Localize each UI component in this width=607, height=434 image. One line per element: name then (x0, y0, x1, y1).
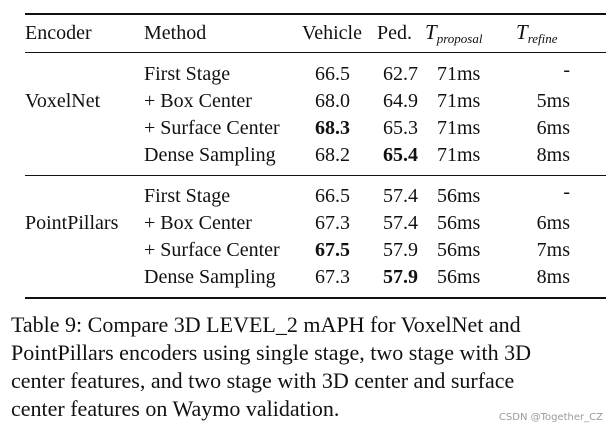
table-cell-vehicle-best: 67.5 (315, 239, 350, 261)
table-cell-vehicle-best: 68.3 (315, 117, 350, 139)
group-encoder-voxelnet: VoxelNet (25, 90, 101, 112)
group-encoder-pointpillars: PointPillars (25, 212, 119, 234)
header-t-proposal-sub: proposal (436, 31, 483, 46)
table-cell-t-refine: 6ms (536, 117, 570, 139)
table-cell-t-refine: 5ms (536, 90, 570, 112)
group-divider-rule (25, 175, 606, 176)
table-cell-vehicle: 67.3 (315, 212, 350, 234)
table-row-method: + Surface Center (144, 117, 280, 139)
header-rule (25, 52, 606, 53)
table-cell-vehicle: 68.2 (315, 144, 350, 166)
table-cell-t-proposal: 71ms (437, 90, 481, 112)
table-cell-t-refine: 8ms (536, 144, 570, 166)
top-rule (25, 13, 606, 15)
header-vehicle: Vehicle (302, 22, 362, 44)
table-cell-t-proposal: 56ms (437, 185, 481, 207)
caption-line: center features, and two stage with 3D c… (11, 368, 515, 393)
table-cell-t-refine: 6ms (536, 212, 570, 234)
table-cell-ped-best: 65.4 (383, 144, 418, 166)
table-cell-ped: 65.3 (383, 117, 418, 139)
table-row-method: First Stage (144, 63, 231, 85)
header-ped: Ped. (377, 22, 412, 44)
table-cell-ped: 57.4 (383, 212, 418, 234)
table-cell-ped: 62.7 (383, 63, 418, 85)
table-cell-ped: 64.9 (383, 90, 418, 112)
table-cell-t-refine: - (563, 181, 570, 203)
table-caption: Table 9: Compare 3D LEVEL_2 mAPH for Vox… (11, 311, 603, 423)
caption-line: center features on Waymo validation. (11, 396, 340, 421)
table-cell-t-proposal: 71ms (437, 117, 481, 139)
header-t-refine-base: T (516, 20, 528, 44)
table-cell-vehicle: 66.5 (315, 63, 350, 85)
table-cell-t-proposal: 71ms (437, 63, 481, 85)
table-cell-t-proposal: 56ms (437, 266, 481, 288)
table-cell-ped: 57.4 (383, 185, 418, 207)
table-cell-t-refine: 7ms (536, 239, 570, 261)
table-cell-vehicle: 68.0 (315, 90, 350, 112)
header-t-proposal: Tproposal (425, 20, 482, 51)
caption-line: Table 9: Compare 3D LEVEL_2 mAPH for Vox… (11, 312, 521, 337)
table-cell-t-refine: 8ms (536, 266, 570, 288)
table-cell-vehicle: 66.5 (315, 185, 350, 207)
header-t-refine: Trefine (516, 20, 558, 51)
header-encoder: Encoder (25, 22, 92, 44)
table-row-method: + Box Center (144, 90, 252, 112)
table-row-method: Dense Sampling (144, 144, 276, 166)
table-row-method: First Stage (144, 185, 231, 207)
watermark: CSDN @Together_CZ (498, 412, 603, 423)
table-row-method: Dense Sampling (144, 266, 276, 288)
header-t-refine-sub: refine (527, 31, 558, 46)
table-cell-ped: 57.9 (383, 239, 418, 261)
table-row-method: + Box Center (144, 212, 252, 234)
table-cell-vehicle: 67.3 (315, 266, 350, 288)
table-cell-t-proposal: 71ms (437, 144, 481, 166)
table-row-method: + Surface Center (144, 239, 280, 261)
table-cell-ped-best: 57.9 (383, 266, 418, 288)
caption-line: PointPillars encoders using single stage… (11, 340, 531, 365)
table-cell-t-proposal: 56ms (437, 212, 481, 234)
table-cell-t-proposal: 56ms (437, 239, 481, 261)
header-method: Method (144, 22, 207, 44)
bottom-rule (25, 297, 606, 299)
table-cell-t-refine: - (563, 59, 570, 81)
header-t-proposal-base: T (425, 20, 437, 44)
